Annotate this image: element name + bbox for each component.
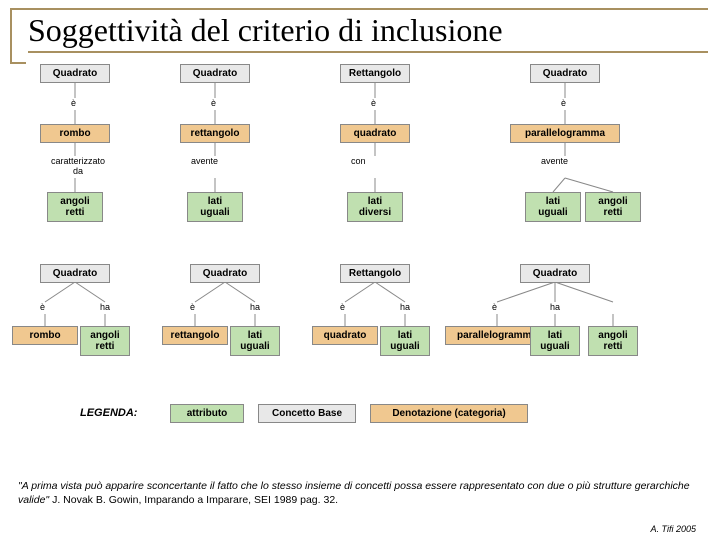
concept-node: quadrato	[340, 124, 410, 143]
concept-node: Denotazione (categoria)	[370, 404, 528, 423]
edge-label: è	[211, 98, 216, 108]
concept-node: lati diversi	[347, 192, 403, 222]
concept-node: attributo	[170, 404, 244, 423]
edge-label: caratterizzato da	[51, 156, 105, 176]
concept-node: lati uguali	[187, 192, 243, 222]
edge-label: avente	[191, 156, 218, 166]
concept-node: Quadrato	[530, 64, 600, 83]
concept-node: angoli retti	[585, 192, 641, 222]
edge-label: ha	[250, 302, 260, 312]
edge-label: è	[561, 98, 566, 108]
concept-node: Concetto Base	[258, 404, 356, 423]
diagram: Quadrato è rombo caratterizzato da angoli re…	[20, 64, 700, 464]
concept-node: lati uguali	[525, 192, 581, 222]
edge-label: avente	[541, 156, 568, 166]
page-title: Soggettività del criterio di inclusione	[28, 12, 708, 53]
legend-label: LEGENDA:	[80, 407, 137, 419]
concept-node: Quadrato	[520, 264, 590, 283]
edge-label: è	[71, 98, 76, 108]
concept-node: rettangolo	[180, 124, 250, 143]
concept-node: quadrato	[312, 326, 378, 345]
concept-node: lati uguali	[230, 326, 280, 356]
edge-label: è	[340, 302, 345, 312]
edge-label: è	[492, 302, 497, 312]
concept-node: Quadrato	[40, 64, 110, 83]
concept-node: Quadrato	[40, 264, 110, 283]
edge-label: ha	[550, 302, 560, 312]
concept-node: angoli retti	[47, 192, 103, 222]
concept-node: rombo	[40, 124, 110, 143]
corner-frame	[10, 8, 26, 64]
concept-node: Rettangolo	[340, 264, 410, 283]
quote-citation: J. Novak B. Gowin, Imparando a Imparare,…	[49, 494, 338, 506]
footer-quote: "A prima vista può apparire sconcertante…	[18, 480, 708, 507]
edge-label: ha	[400, 302, 410, 312]
concept-node: Quadrato	[190, 264, 260, 283]
concept-node: rombo	[12, 326, 78, 345]
edge-label: è	[40, 302, 45, 312]
concept-node: angoli retti	[80, 326, 130, 356]
edge-label: è	[371, 98, 376, 108]
concept-node: rettangolo	[162, 326, 228, 345]
edge-label: è	[190, 302, 195, 312]
concept-node: Rettangolo	[340, 64, 410, 83]
concept-node: lati uguali	[380, 326, 430, 356]
concept-node: lati uguali	[530, 326, 580, 356]
concept-node: parallelogramma	[510, 124, 620, 143]
author-credit: A. Tifi 2005	[651, 524, 696, 534]
top-rule	[10, 8, 708, 10]
concept-node: Quadrato	[180, 64, 250, 83]
edge-label: con	[351, 156, 366, 166]
concept-node: angoli retti	[588, 326, 638, 356]
edge-label: ha	[100, 302, 110, 312]
